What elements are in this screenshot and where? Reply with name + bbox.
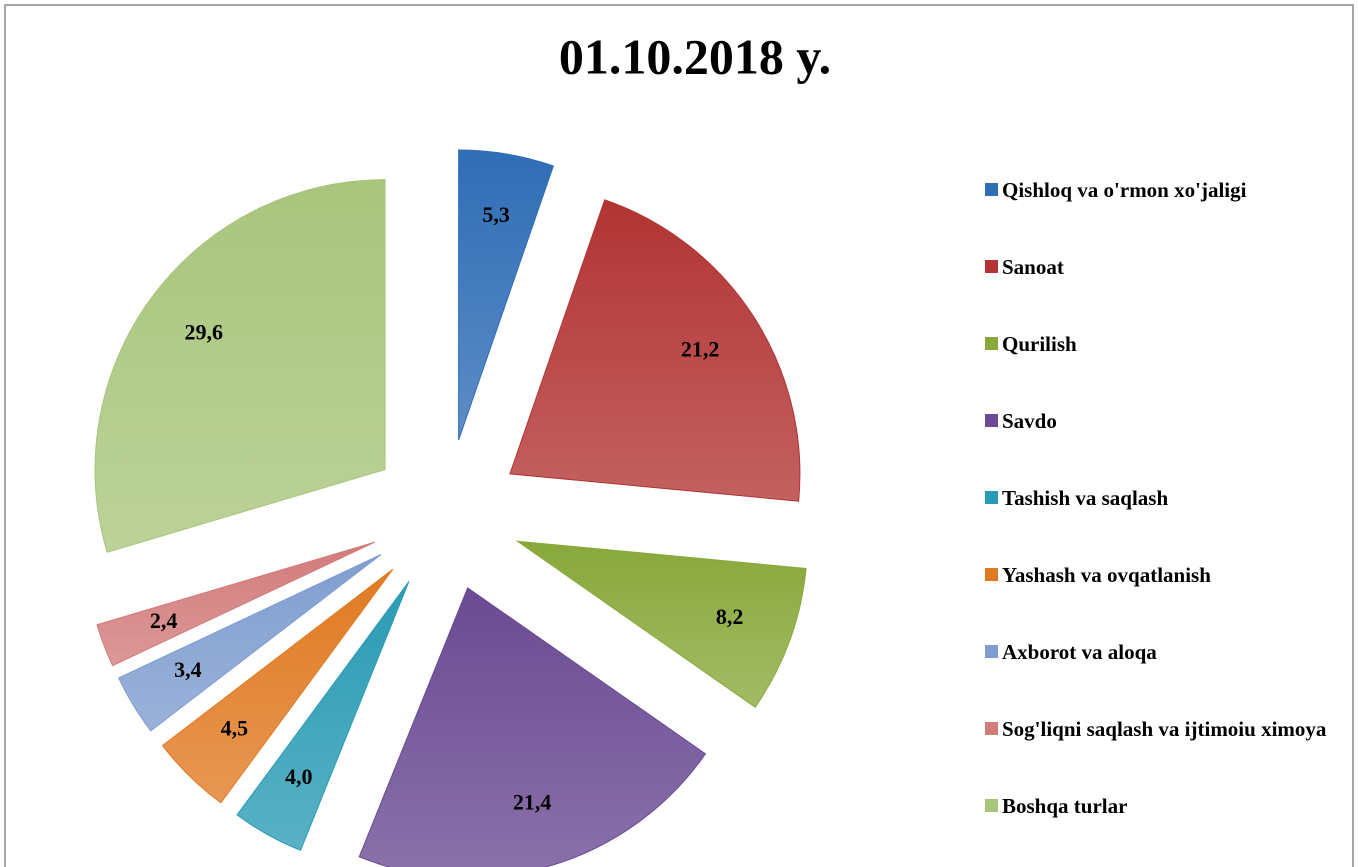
legend-label: Yashash va ovqatlanish: [1002, 563, 1211, 587]
legend-item: Yashash va ovqatlanish: [985, 563, 1345, 587]
pie-slice: [118, 554, 382, 732]
legend-label: Savdo: [1002, 409, 1057, 433]
legend-label: Boshqa turlar: [1002, 794, 1128, 818]
legend-item: Tashish va saqlash: [985, 486, 1345, 510]
data-label: 21,4: [513, 790, 552, 815]
legend-item: Boshqa turlar: [985, 794, 1345, 818]
data-label: 3,4: [174, 657, 202, 682]
pie-slice: [96, 541, 376, 667]
data-label: 5,3: [482, 202, 510, 227]
data-label: 4,0: [285, 764, 313, 789]
legend-label: Tashish va saqlash: [1002, 486, 1169, 510]
legend-swatch: [985, 337, 998, 350]
legend-item: Sog'liqni saqlash va ijtimoiu ximoya: [985, 717, 1345, 741]
legend-swatch: [985, 183, 998, 196]
pie-slice: [358, 587, 707, 867]
legend-swatch: [985, 722, 998, 735]
legend-label: Sanoat: [1002, 255, 1064, 279]
pie-slice: [509, 199, 801, 502]
legend-swatch: [985, 799, 998, 812]
frame: [4, 4, 1354, 867]
legend-swatch: [985, 260, 998, 273]
legend-label: Qurilish: [1002, 332, 1077, 356]
chart-title: 01.10.2018 y.: [559, 28, 831, 84]
pie-slice: [161, 568, 394, 804]
legend-label: Qishloq va o'rmon xo'jaligi: [1002, 178, 1247, 202]
pie-slice: [515, 540, 807, 708]
pie-slice: [236, 581, 410, 851]
data-label: 8,2: [716, 604, 744, 629]
legend-item: Sanoat: [985, 255, 1345, 279]
legend-swatch: [985, 645, 998, 658]
legend-item: Qishloq va o'rmon xo'jaligi: [985, 178, 1345, 202]
data-label: 2,4: [150, 608, 178, 633]
pie-slice: [94, 179, 386, 553]
legend-swatch: [985, 414, 998, 427]
legend-label: Axborot va aloqa: [1002, 640, 1157, 664]
legend-item: Qurilish: [985, 332, 1345, 356]
legend-label: Sog'liqni saqlash va ijtimoiu ximoya: [1002, 717, 1327, 741]
legend-item: Savdo: [985, 409, 1345, 433]
data-label: 4,5: [221, 716, 249, 741]
pie-slice: [458, 149, 555, 441]
data-label: 21,2: [681, 337, 720, 362]
legend-swatch: [985, 491, 998, 504]
data-label: 29,6: [185, 319, 224, 344]
legend-swatch: [985, 568, 998, 581]
legend-item: Axborot va aloqa: [985, 640, 1345, 664]
